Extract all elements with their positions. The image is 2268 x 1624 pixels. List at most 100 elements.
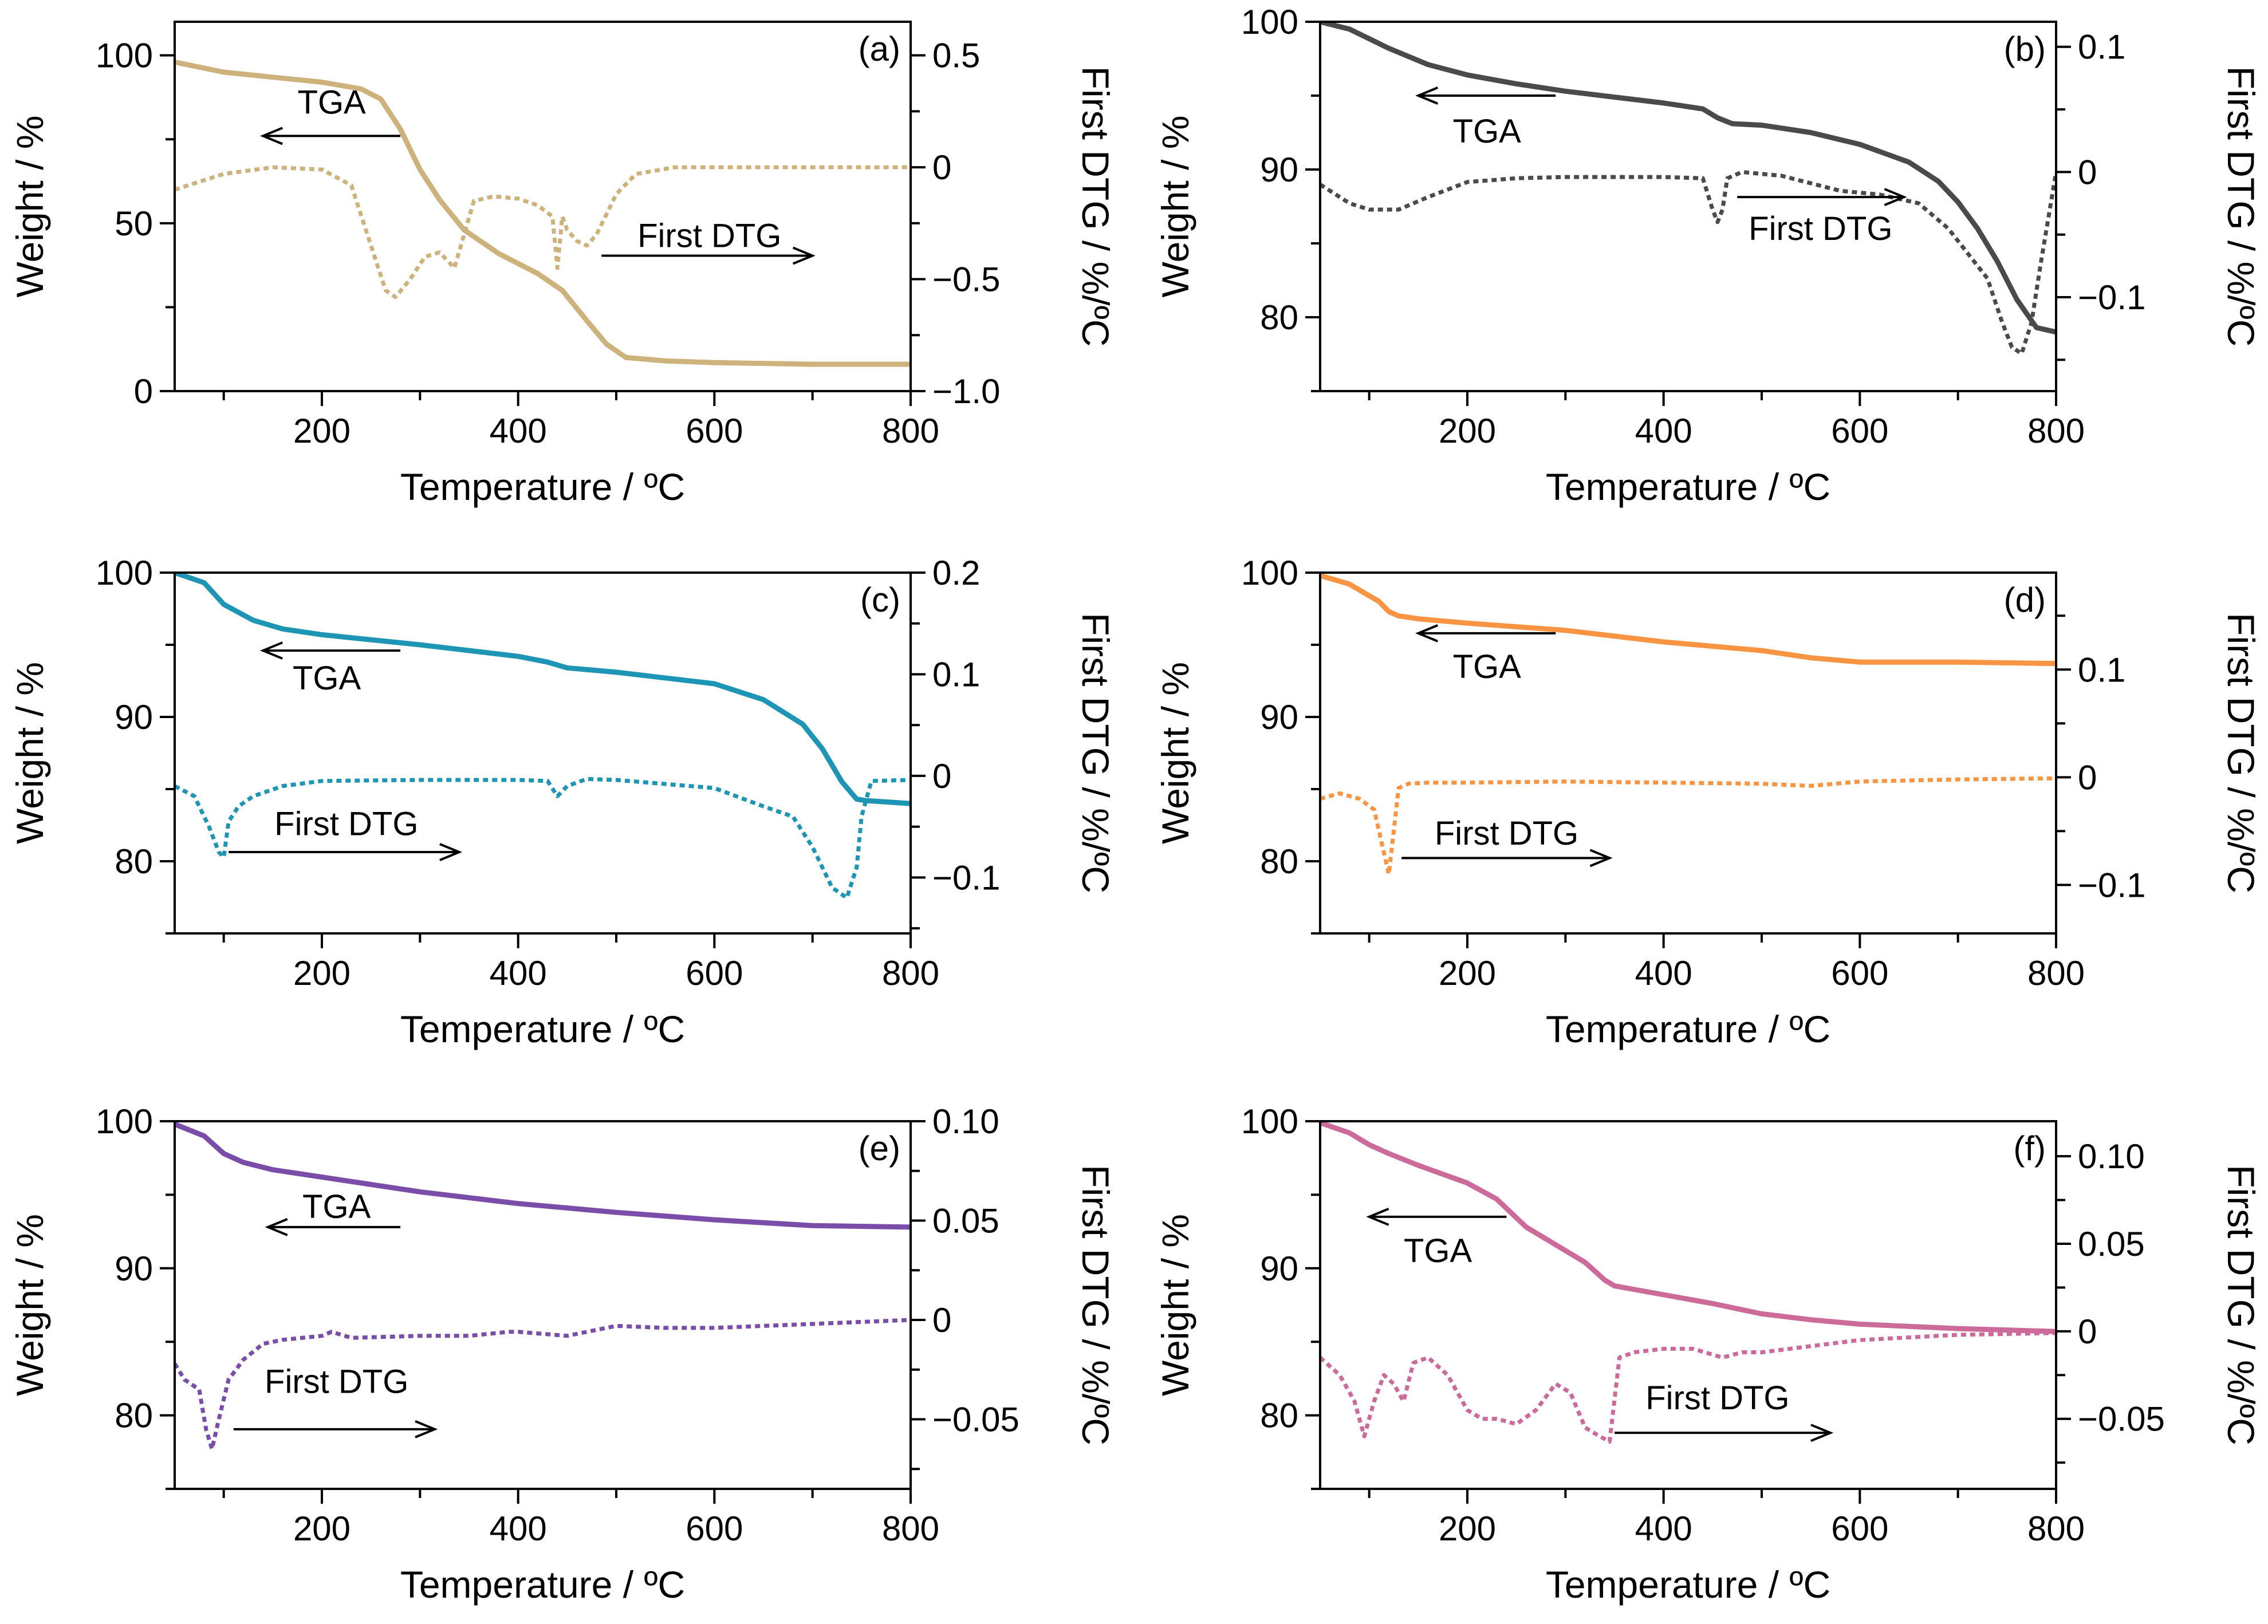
- x-axis-title: Temperature / ºC: [400, 466, 685, 508]
- y-axis-title: Weight / %: [1154, 662, 1196, 844]
- panel-label: (a): [859, 30, 900, 68]
- annotation-tga-label: TGA: [1404, 1232, 1472, 1270]
- plot-frame: [1319, 1120, 2057, 1490]
- y2-tick-label: 0.05: [2078, 1225, 2145, 1263]
- series-dtg-line: [175, 165, 911, 299]
- annotation-tga-label: TGA: [1453, 113, 1522, 150]
- arrowhead: [1415, 624, 1439, 642]
- y-axis-title: Weight / %: [1154, 1214, 1196, 1396]
- arrowhead: [1884, 188, 1907, 206]
- annotation-tga-label: TGA: [298, 84, 367, 121]
- x-tick-label: 600: [1831, 954, 1888, 992]
- arrowhead: [259, 641, 283, 660]
- plot-frame: [1319, 21, 2057, 392]
- y2-tick-label: 0.2: [932, 554, 980, 592]
- y-tick-label: 100: [1241, 1102, 1298, 1141]
- series-tga-line: [1320, 573, 2056, 667]
- x-tick-label: 200: [1439, 1509, 1496, 1548]
- plot-frame: [174, 1120, 912, 1490]
- y2-tick-label: 0: [932, 148, 951, 187]
- panel-label: (e): [859, 1129, 900, 1168]
- y-tick-label: 100: [1241, 3, 1298, 41]
- x-axis-title: Temperature / ºC: [400, 1563, 685, 1606]
- y-tick-label: 100: [1241, 554, 1298, 592]
- y2-tick-label: −0.5: [932, 261, 1000, 299]
- y-tick-label: 90: [1260, 151, 1298, 189]
- y2-tick-label: −0.1: [932, 858, 1000, 897]
- x-tick-label: 200: [293, 1509, 351, 1548]
- y2-tick-label: 0: [2078, 758, 2097, 797]
- y-tick-label: 80: [115, 842, 153, 881]
- y-tick-label: 90: [115, 698, 153, 736]
- series-tga-line: [175, 1121, 911, 1230]
- series-tga-line: [175, 59, 911, 367]
- arrowhead: [1810, 1424, 1834, 1442]
- series-dtg-line: [1320, 776, 2056, 877]
- y-axis-title: Weight / %: [9, 116, 51, 298]
- x-tick-label: 400: [1635, 412, 1692, 450]
- panel-c: 200 400 600 800 80 90 100 −0.1 0 0.1 0.2 Temperatur…: [9, 554, 1117, 1050]
- y-axis-title: Weight / %: [9, 662, 51, 844]
- annotation-dtg-label: First DTG: [265, 1363, 408, 1401]
- annotation-tga-label: TGA: [1453, 648, 1522, 685]
- plot-frame: [1319, 571, 2057, 935]
- x-tick-label: 800: [2027, 1509, 2085, 1548]
- panel-e: 200 400 600 800 80 90 100 −0.05 0 0.05 0.10 Tempera…: [9, 1102, 1117, 1606]
- y-tick-label: 100: [96, 37, 153, 75]
- series-tga-line: [1320, 22, 2056, 335]
- x-tick-label: 800: [882, 954, 939, 992]
- y2-axis-title: First DTG / %/ºC: [1074, 1165, 1117, 1445]
- x-tick-label: 800: [882, 1509, 939, 1548]
- x-axis-title: Temperature / ºC: [1546, 466, 1830, 508]
- panel-label: (d): [2004, 581, 2046, 619]
- y2-tick-label: 0.10: [2078, 1137, 2145, 1176]
- x-tick-label: 600: [1831, 1509, 1888, 1548]
- annotation-dtg-label: First DTG: [1645, 1379, 1789, 1417]
- panel-label: (b): [2004, 30, 2046, 68]
- y2-tick-label: 0: [932, 757, 951, 795]
- arrowhead: [792, 246, 816, 265]
- panel-f: 200 400 600 800 80 90 100 −0.05 0 0.05 0.10 Tempera…: [1154, 1102, 2262, 1606]
- x-tick-label: 800: [882, 412, 939, 450]
- arrowhead: [265, 1218, 288, 1236]
- panel-label: (f): [2013, 1129, 2046, 1168]
- x-axis-title: Temperature / ºC: [1546, 1008, 1830, 1050]
- y2-tick-label: 0: [932, 1301, 951, 1339]
- y-tick-label: 90: [1260, 1249, 1298, 1288]
- annotation-dtg-label: First DTG: [1749, 210, 1892, 247]
- arrowhead: [259, 127, 283, 145]
- x-tick-label: 600: [686, 1509, 743, 1548]
- y-tick-label: 0: [134, 372, 153, 411]
- annotation-tga-label: TGA: [293, 660, 361, 697]
- annotation-dtg-label: First DTG: [637, 217, 781, 254]
- y-tick-label: 50: [115, 204, 153, 243]
- y2-tick-label: 0.10: [932, 1102, 999, 1141]
- series-tga-line: [1320, 1121, 2056, 1334]
- x-tick-label: 600: [686, 954, 743, 992]
- y2-tick-label: 0.1: [2078, 28, 2125, 66]
- x-tick-label: 400: [490, 954, 547, 992]
- arrowhead: [415, 1420, 438, 1438]
- annotation-dtg-label: First DTG: [1435, 815, 1578, 852]
- panel-d: 200 400 600 800 80 90 100 −0.1 0 0.1 Temperature /…: [1154, 554, 2262, 1050]
- y2-tick-label: 0: [2078, 1312, 2097, 1351]
- y-tick-label: 80: [115, 1397, 153, 1435]
- series-tga-line: [175, 573, 911, 806]
- y2-tick-label: 0: [2078, 153, 2097, 191]
- y2-tick-label: −0.1: [2078, 866, 2145, 904]
- x-tick-label: 200: [1439, 954, 1496, 992]
- x-tick-label: 800: [2027, 412, 2085, 450]
- y2-tick-label: 0.1: [2078, 651, 2125, 689]
- x-axis-title: Temperature / ºC: [400, 1008, 685, 1050]
- y2-axis-title: First DTG / %/ºC: [2220, 1165, 2262, 1445]
- x-tick-label: 800: [2027, 954, 2085, 992]
- y-tick-label: 100: [96, 554, 153, 592]
- series-dtg-line: [1320, 1331, 2056, 1444]
- series-dtg-line: [1320, 170, 2056, 356]
- panel-b: 200 400 600 800 80 90 100 −0.1 0 0.1 Temperature /…: [1154, 3, 2262, 508]
- y-axis-title: Weight / %: [1154, 116, 1196, 298]
- x-tick-label: 400: [1635, 954, 1692, 992]
- x-tick-label: 400: [490, 412, 547, 450]
- y2-axis-title: First DTG / %/ºC: [2220, 66, 2262, 347]
